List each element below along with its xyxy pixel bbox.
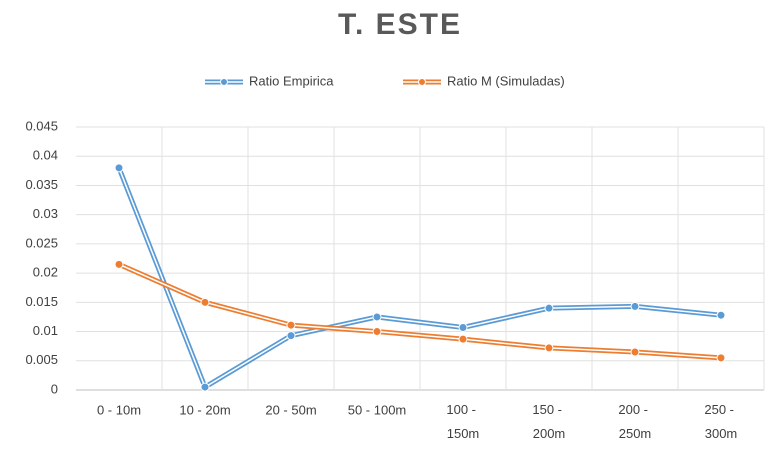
x-tick-label: 0 - 10m: [97, 402, 141, 417]
x-tick-label: 200 - 250m: [618, 402, 651, 441]
x-tick-label-line: 100 -: [446, 402, 479, 417]
x-tick-label: 250 - 300m: [704, 402, 737, 441]
point: [544, 303, 554, 313]
point: [200, 382, 210, 392]
x-tick-label: 50 - 100m: [348, 402, 407, 417]
x-tick-label: 150 - 200m: [532, 402, 565, 441]
point: [458, 322, 468, 332]
point: [286, 320, 296, 330]
chart-title: T. ESTE: [338, 8, 462, 41]
x-tick-label-line: 300m: [705, 426, 738, 441]
series-line-inner: [118, 167, 722, 388]
x-tick-label-line: 150 -: [532, 402, 565, 417]
y-tick-label: 0: [51, 381, 58, 396]
point: [114, 259, 124, 269]
point: [716, 353, 726, 363]
x-tick-label-line: 250m: [619, 426, 652, 441]
series-line-inner: [118, 263, 722, 359]
point: [544, 343, 554, 353]
x-tick-label: 10 - 20m: [179, 402, 230, 417]
y-tick-label: 0.02: [33, 265, 58, 280]
point: [200, 297, 210, 307]
y-tick-label: 0.015: [25, 294, 58, 309]
point: [372, 327, 382, 337]
y-tick-label: 0.01: [33, 323, 58, 338]
point: [630, 347, 640, 357]
legend-marker: [220, 78, 228, 86]
y-tick-label: 0.035: [25, 177, 58, 192]
y-tick-label: 0.045: [25, 118, 58, 133]
x-tick-label-line: 200m: [533, 426, 566, 441]
point: [630, 301, 640, 311]
y-tick-label: 0.025: [25, 235, 58, 250]
y-tick-label: 0.03: [33, 206, 58, 221]
legend-marker: [418, 78, 426, 86]
x-tick-label: 100 - 150m: [446, 402, 479, 441]
point: [372, 312, 382, 322]
y-tick-label: 0.04: [33, 148, 58, 163]
point: [286, 331, 296, 341]
x-tick-label-line: 150m: [447, 426, 480, 441]
x-tick-label: 20 - 50m: [265, 402, 316, 417]
legend-label: Ratio Empirica: [249, 73, 334, 88]
point: [716, 310, 726, 320]
x-tick-label-line: 200 -: [618, 402, 651, 417]
x-tick-label-line: 250 -: [704, 402, 737, 417]
point: [114, 163, 124, 173]
legend-label: Ratio M (Simuladas): [447, 73, 565, 88]
point: [458, 334, 468, 344]
y-tick-label: 0.005: [25, 352, 58, 367]
